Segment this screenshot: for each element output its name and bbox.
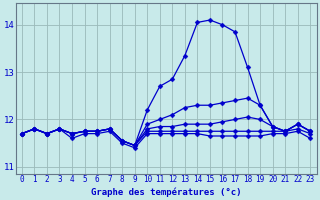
X-axis label: Graphe des températures (°c): Graphe des températures (°c) (91, 187, 241, 197)
